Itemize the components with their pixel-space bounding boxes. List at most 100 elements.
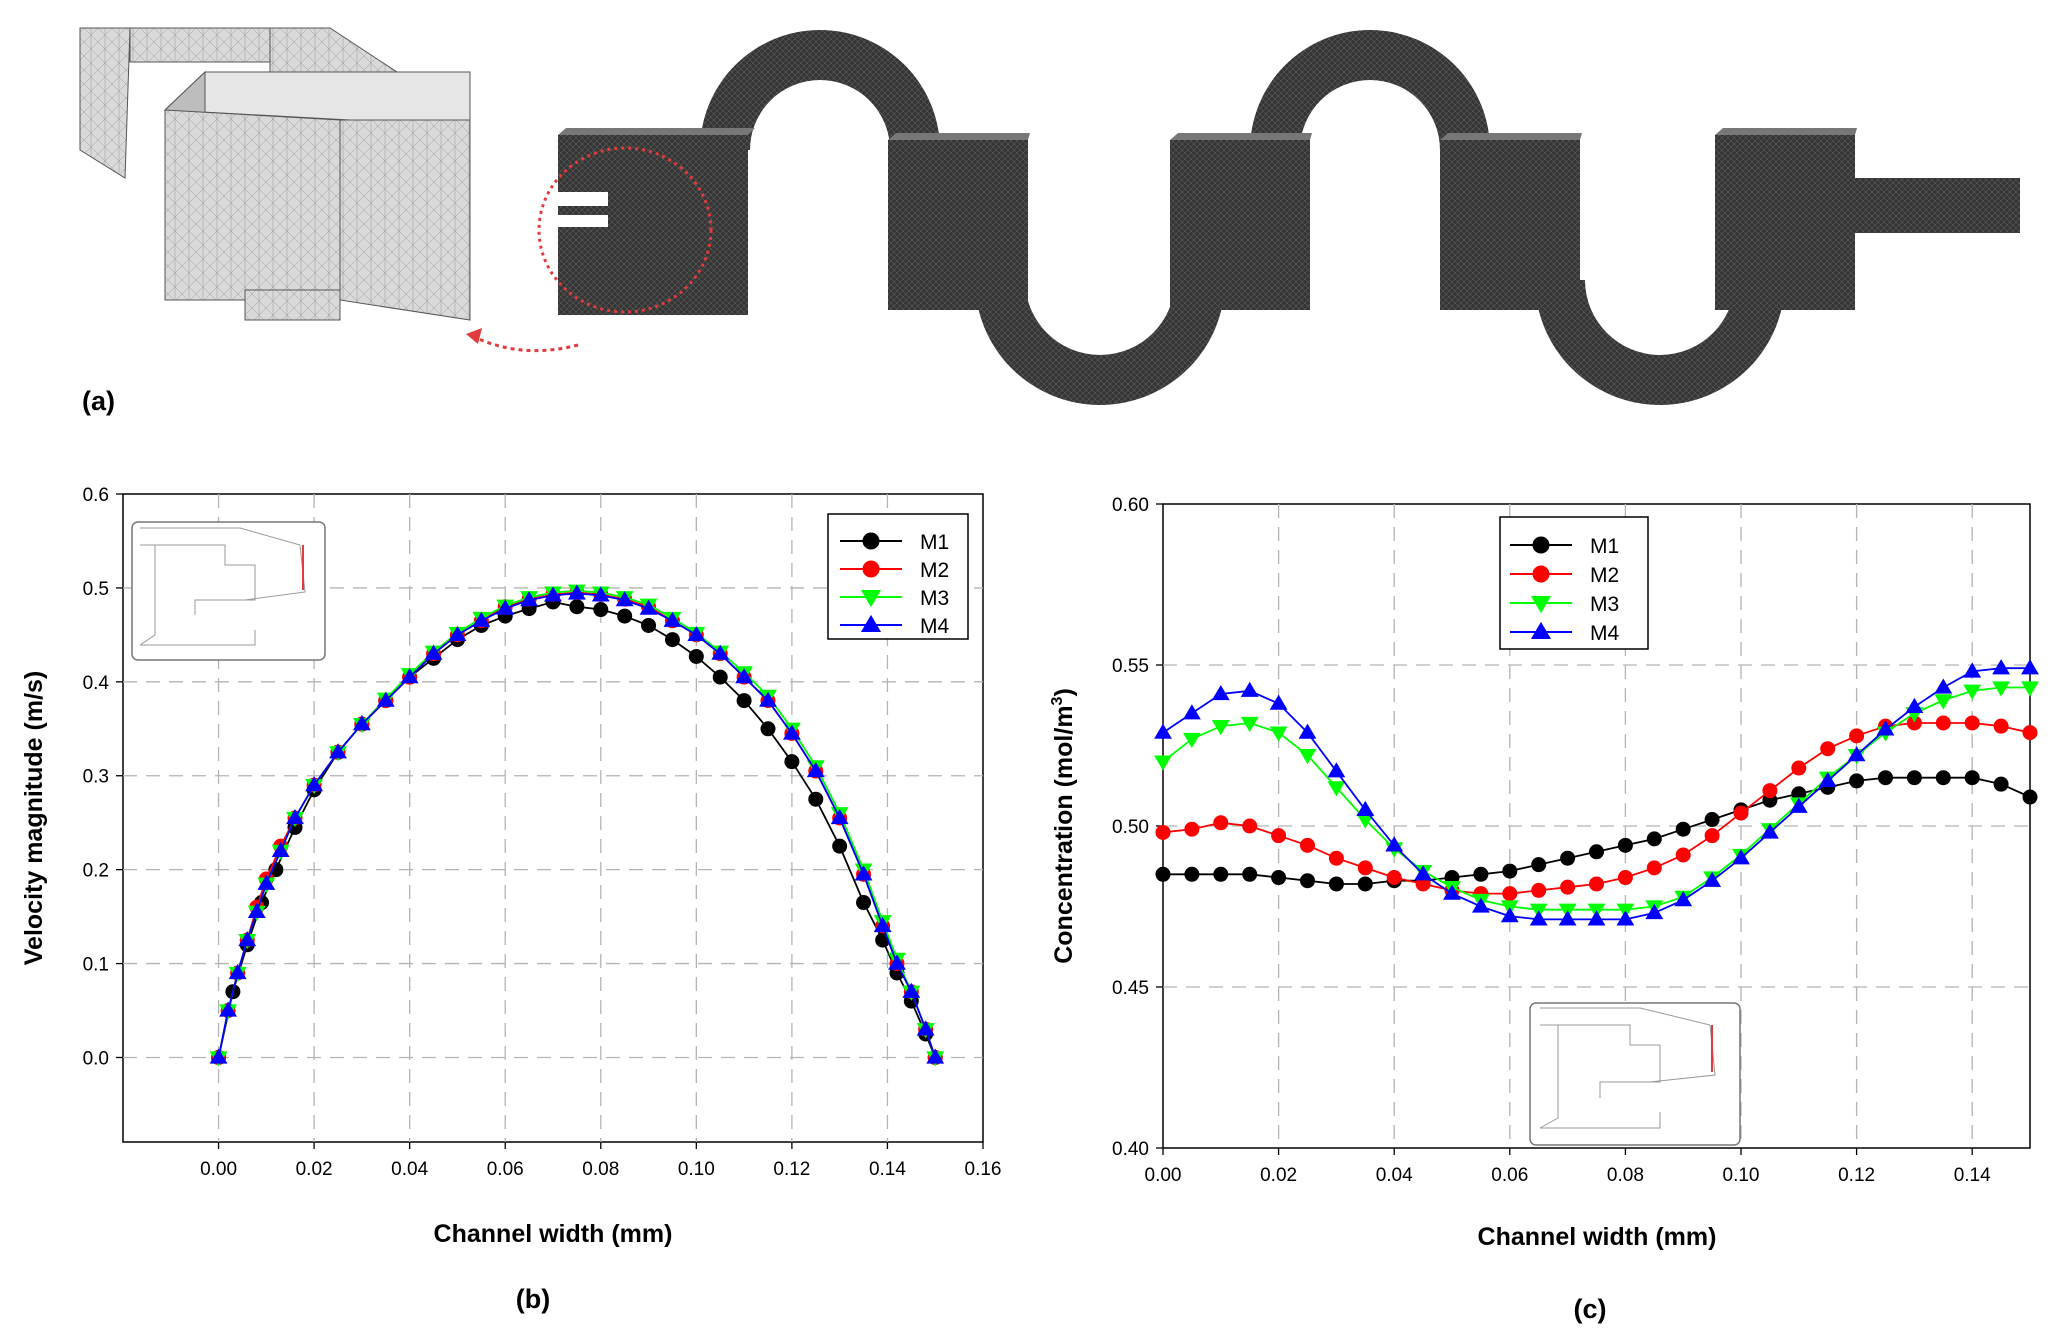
c-legend-label: M4 xyxy=(1590,622,1619,645)
c-point-m4 xyxy=(1154,723,1172,739)
b-legend-item-m2: M2 xyxy=(840,559,949,582)
c-point-m3 xyxy=(1298,749,1317,765)
b-point-m1 xyxy=(856,895,872,911)
mesh-geometry-panel: (a) xyxy=(79,27,2020,416)
zoom-arrow-head xyxy=(466,328,482,344)
velocity-tick-labels: 0.00 0.02 0.04 0.06 0.08 0.10 0.12 0.14 0.16 0.0 0… xyxy=(83,485,1002,1180)
b-point-m4 xyxy=(286,808,304,825)
c-point-m1 xyxy=(1935,770,1951,786)
c-point-m1 xyxy=(1213,866,1229,882)
c-point-m4 xyxy=(2021,659,2039,675)
c-point-m2 xyxy=(1386,870,1402,886)
b-point-m1 xyxy=(569,599,585,615)
mesh-zoom-inset xyxy=(79,27,471,321)
c-point-m1 xyxy=(1155,866,1171,882)
c-point-m3 xyxy=(1963,684,1982,700)
panel-label-a: (a) xyxy=(82,386,115,416)
b-point-m1 xyxy=(832,838,848,854)
c-legend-label: M2 xyxy=(1590,564,1619,587)
c-point-m3 xyxy=(1240,716,1259,732)
c-point-m2 xyxy=(1560,879,1576,895)
b-point-m4 xyxy=(424,644,443,660)
concentration-legend: M1 M2 M3 M4 xyxy=(1499,516,1649,650)
b-point-m4 xyxy=(902,982,921,998)
c-point-m2 xyxy=(2022,725,2038,741)
c-series-m4 xyxy=(1154,659,2039,926)
b-point-m4 xyxy=(806,762,825,778)
c-point-m2 xyxy=(1357,860,1373,876)
b-legend-label: M3 xyxy=(920,587,949,610)
c-point-m1 xyxy=(1878,770,1893,786)
b-x-tick-label: 0.12 xyxy=(773,1159,810,1180)
c-point-m2 xyxy=(1531,882,1547,898)
b-y-tick-label: 0.0 xyxy=(83,1048,109,1069)
c-y-tick-label: 0.45 xyxy=(1112,978,1149,999)
c-point-m4 xyxy=(1471,897,1490,913)
concentration-chart: 0.00 0.02 0.04 0.06 0.08 0.10 0.12 0.14 0.40 0.45… xyxy=(1049,495,2039,1251)
b-point-m4 xyxy=(711,644,730,660)
c-point-m2 xyxy=(1964,715,1980,731)
c-point-m2 xyxy=(1184,821,1200,837)
c-point-m4 xyxy=(1992,659,2011,675)
b-legend-item-m4: M4 xyxy=(840,614,949,638)
b-point-m1 xyxy=(593,602,609,618)
b-y-tick-label: 0.1 xyxy=(83,955,109,976)
b-point-m4 xyxy=(873,916,892,933)
c-point-m1 xyxy=(1357,876,1373,892)
b-x-tick-label: 0.14 xyxy=(869,1159,906,1180)
c-point-m1 xyxy=(1560,850,1576,866)
b-point-m1 xyxy=(617,608,633,624)
c-point-m4 xyxy=(1789,797,1808,813)
b-point-m4 xyxy=(520,591,539,607)
c-point-m4 xyxy=(1905,697,1924,713)
c-point-m4 xyxy=(1414,865,1433,881)
c-point-m1 xyxy=(1473,866,1489,882)
c-point-m1 xyxy=(1704,812,1720,828)
velocity-grid xyxy=(116,493,984,1149)
inlet-highlight-circle xyxy=(537,146,713,314)
b-point-m4 xyxy=(305,776,324,792)
c-point-m1 xyxy=(1328,876,1344,892)
concentration-y-axis-label: Concentration (mol/m3) xyxy=(1049,688,1078,964)
b-point-m4 xyxy=(926,1048,945,1064)
c-x-tick-label: 0.02 xyxy=(1260,1165,1297,1186)
c-x-tick-label: 0.04 xyxy=(1376,1165,1413,1186)
c-point-m4 xyxy=(1616,910,1635,926)
c-point-m2 xyxy=(1213,815,1229,831)
c-series-m1 xyxy=(1155,770,2038,892)
c-legend-label: M3 xyxy=(1590,593,1619,616)
velocity-probe-inset xyxy=(131,521,326,661)
b-legend-marker xyxy=(862,560,880,578)
b-y-tick-label: 0.2 xyxy=(83,861,109,882)
c-point-m2 xyxy=(1242,818,1258,834)
c-x-tick-label: 0.06 xyxy=(1491,1165,1528,1186)
c-point-m2 xyxy=(1589,876,1604,892)
b-point-m4 xyxy=(639,599,658,615)
c-y-tick-label: 0.50 xyxy=(1112,817,1149,838)
panel-label-c: (c) xyxy=(1574,1294,1607,1324)
b-point-m4 xyxy=(854,865,873,881)
c-point-m4 xyxy=(1934,678,1953,694)
c-point-m4 xyxy=(1732,849,1750,865)
b-point-m4 xyxy=(247,902,266,919)
c-legend-marker xyxy=(1532,565,1550,583)
b-point-m4 xyxy=(496,599,515,615)
c-point-m4 xyxy=(1327,762,1346,778)
c-point-m2 xyxy=(1791,760,1807,776)
c-point-m2 xyxy=(1733,805,1749,821)
c-point-m1 xyxy=(1531,857,1547,873)
c-point-m3 xyxy=(1269,726,1288,742)
c-legend-marker xyxy=(1530,596,1552,614)
c-point-m4 xyxy=(1847,746,1866,762)
c-x-tick-label: 0.08 xyxy=(1607,1165,1644,1186)
concentration-tick-labels: 0.00 0.02 0.04 0.06 0.08 0.10 0.12 0.14 0.40 0.45… xyxy=(1112,495,1991,1186)
c-point-m1 xyxy=(1502,863,1518,879)
b-legend-marker xyxy=(860,590,882,608)
c-legend-item-m2: M2 xyxy=(1510,564,1619,587)
c-point-m1 xyxy=(2022,789,2038,805)
c-legend-marker xyxy=(1532,536,1550,554)
c-legend-marker xyxy=(1530,621,1552,639)
c-point-m3 xyxy=(2021,681,2039,697)
b-legend-label: M4 xyxy=(920,615,949,638)
